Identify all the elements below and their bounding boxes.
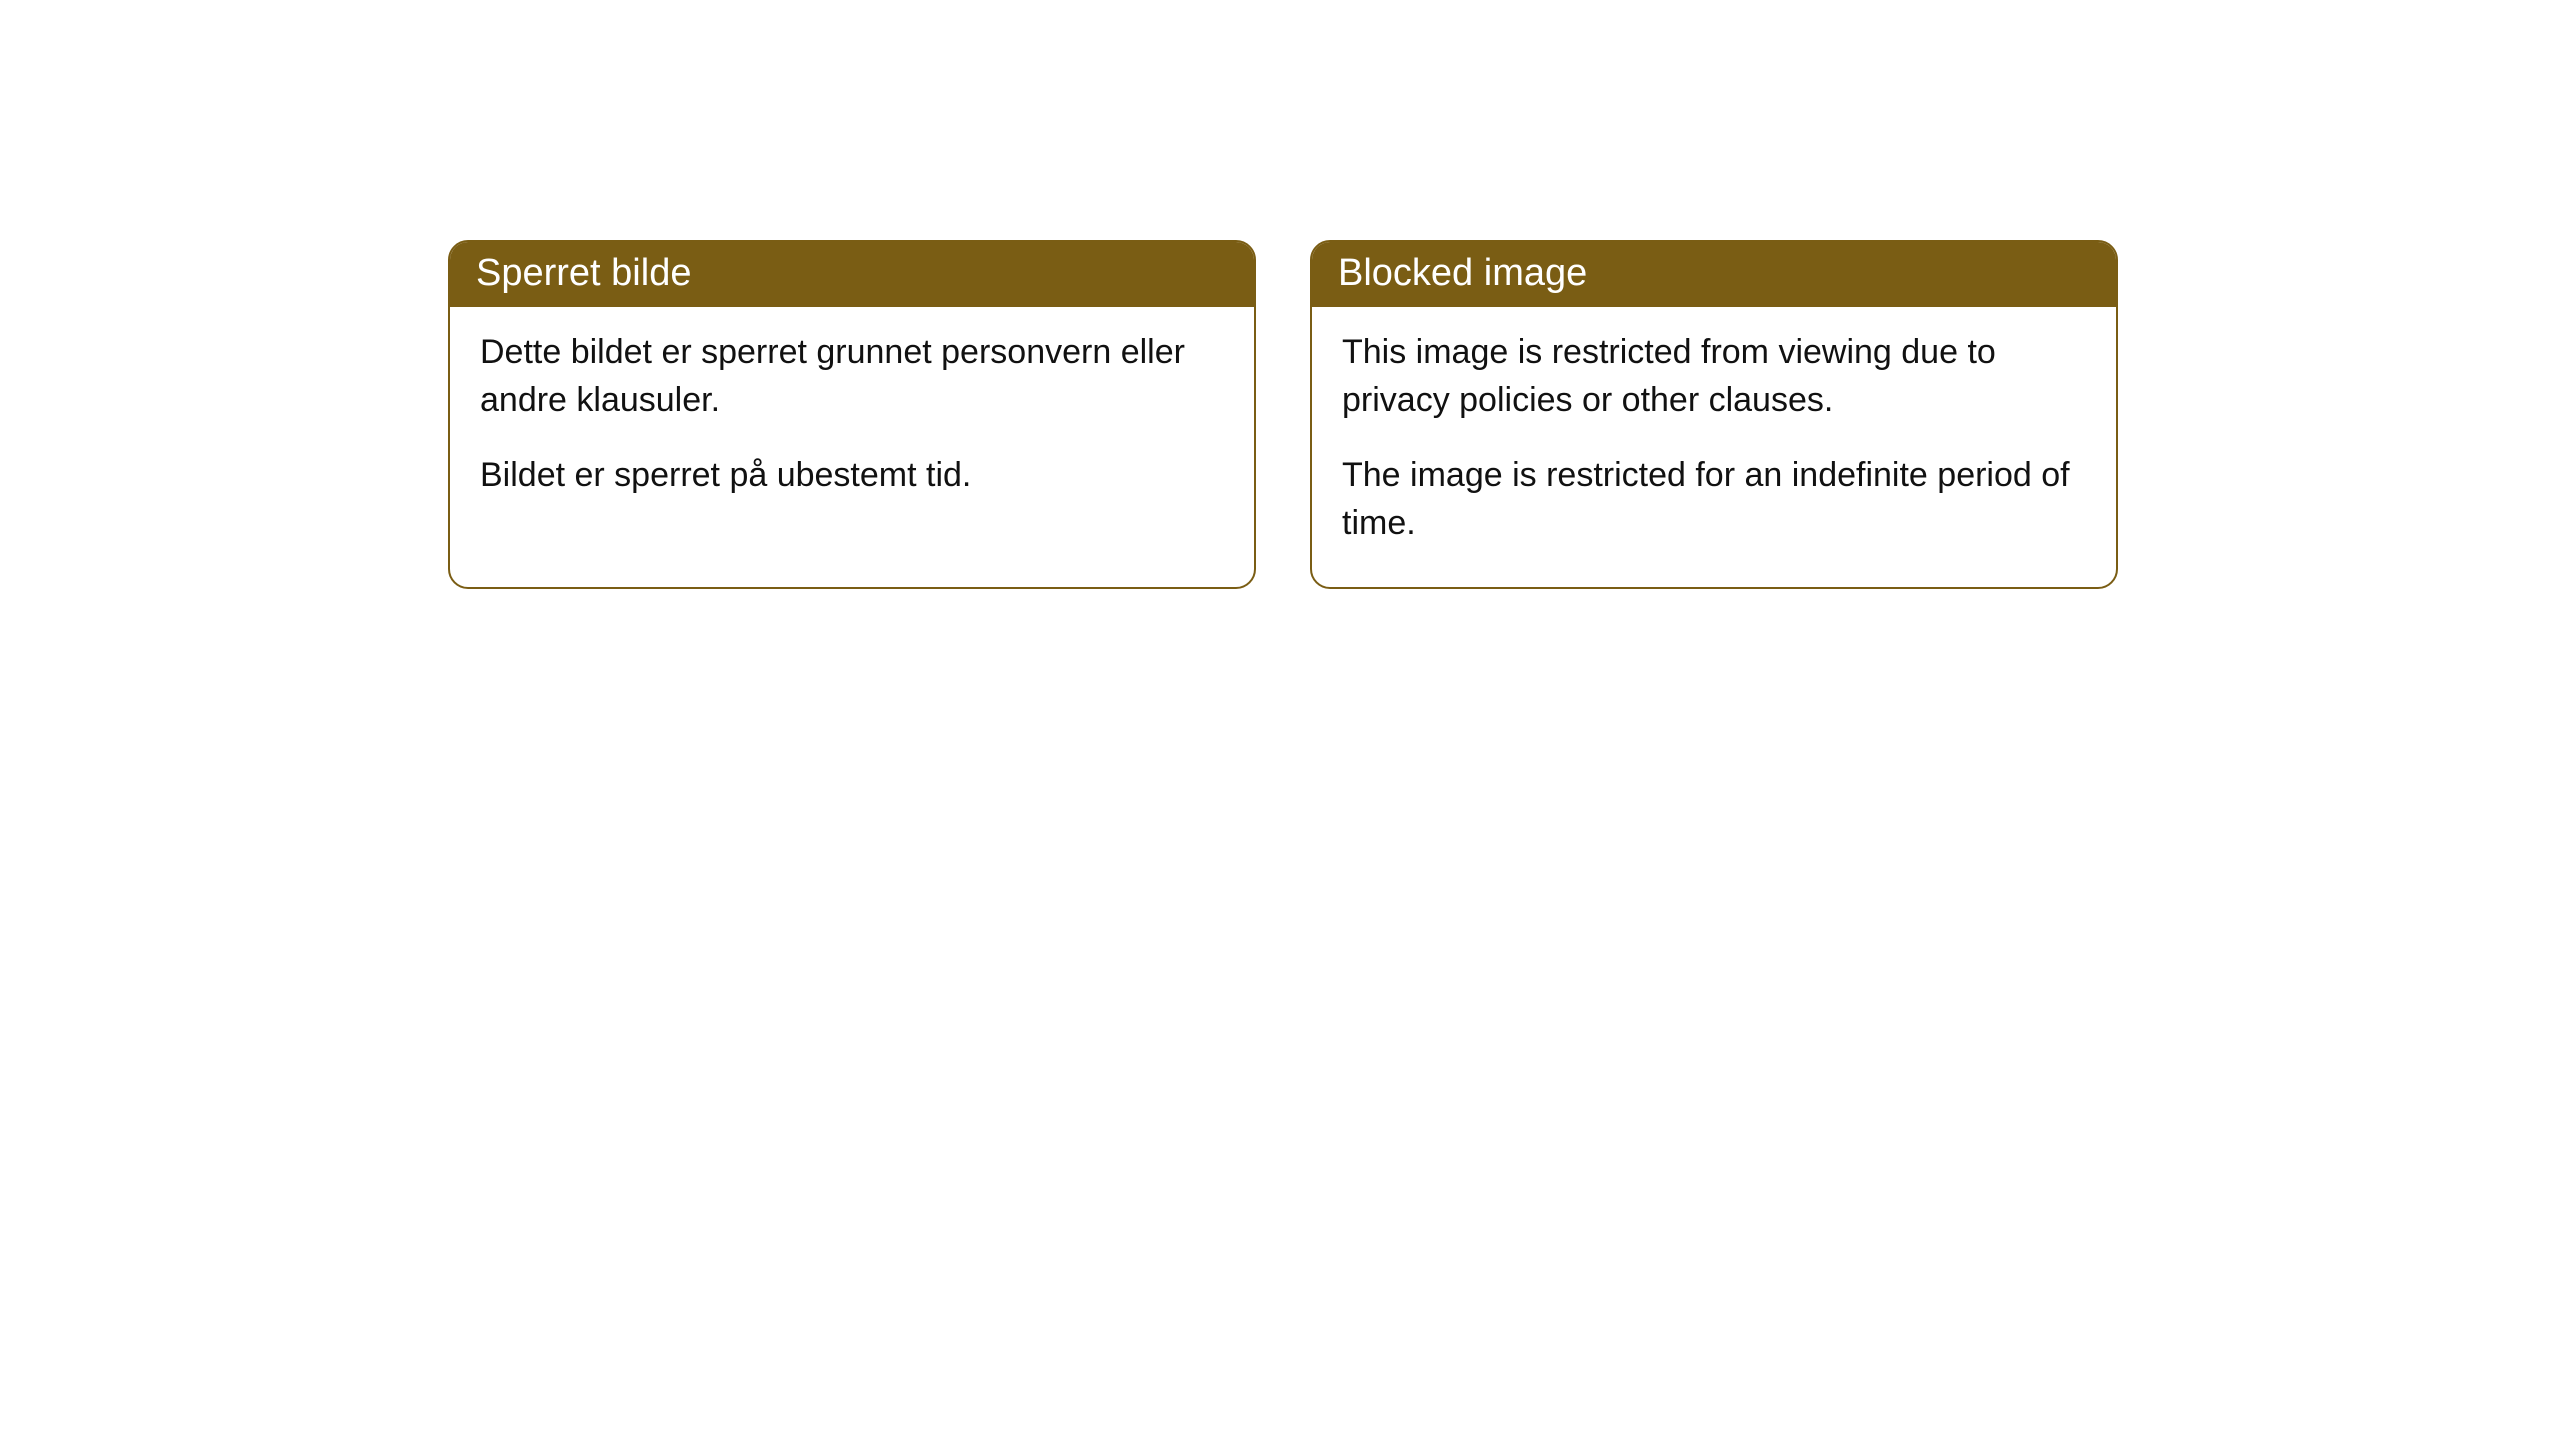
card-paragraph: Bildet er sperret på ubestemt tid. bbox=[480, 452, 1224, 500]
card-header-english: Blocked image bbox=[1312, 242, 2116, 307]
card-body-english: This image is restricted from viewing du… bbox=[1312, 307, 2116, 587]
card-body-norwegian: Dette bildet er sperret grunnet personve… bbox=[450, 307, 1254, 540]
card-paragraph: The image is restricted for an indefinit… bbox=[1342, 452, 2086, 547]
blocked-image-card-english: Blocked image This image is restricted f… bbox=[1310, 240, 2118, 589]
card-paragraph: Dette bildet er sperret grunnet personve… bbox=[480, 329, 1224, 424]
card-header-norwegian: Sperret bilde bbox=[450, 242, 1254, 307]
blocked-image-card-norwegian: Sperret bilde Dette bildet er sperret gr… bbox=[448, 240, 1256, 589]
cards-container: Sperret bilde Dette bildet er sperret gr… bbox=[448, 240, 2118, 589]
card-paragraph: This image is restricted from viewing du… bbox=[1342, 329, 2086, 424]
